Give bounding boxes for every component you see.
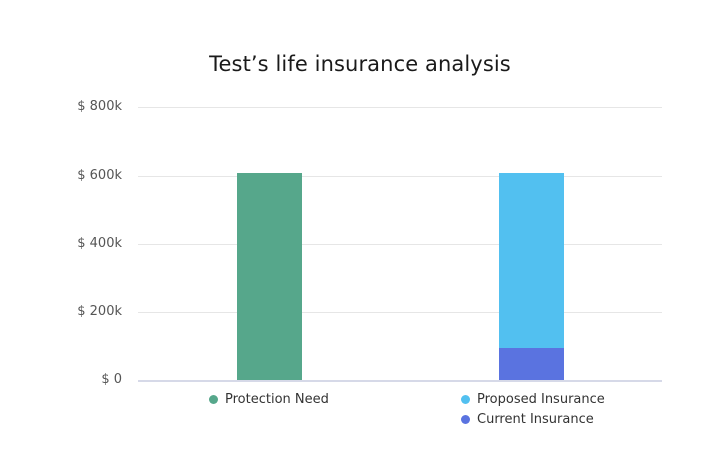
gridline-800k bbox=[138, 107, 662, 108]
gridline-200k bbox=[138, 312, 662, 313]
bar-protection-need[interactable] bbox=[237, 173, 302, 380]
y-tick-800k: $ 800k bbox=[77, 99, 122, 114]
y-tick-200k: $ 200k bbox=[77, 304, 122, 319]
legend-label: Current Insurance bbox=[477, 412, 594, 427]
legend-item-current-insurance[interactable]: Current Insurance bbox=[461, 412, 594, 427]
legend-dot-icon bbox=[209, 395, 218, 404]
legend-dot-icon bbox=[461, 415, 470, 424]
chart-title: Test’s life insurance analysis bbox=[209, 52, 511, 76]
legend-item-protection-need[interactable]: Protection Need bbox=[209, 392, 329, 407]
legend-dot-icon bbox=[461, 395, 470, 404]
gridline-400k bbox=[138, 244, 662, 245]
x-axis-baseline bbox=[138, 380, 662, 382]
legend-label: Proposed Insurance bbox=[477, 392, 605, 407]
bar-proposed-insurance[interactable] bbox=[499, 173, 564, 348]
gridline-600k bbox=[138, 176, 662, 177]
legend-item-proposed-insurance[interactable]: Proposed Insurance bbox=[461, 392, 605, 407]
y-tick-400k: $ 400k bbox=[77, 236, 122, 251]
y-tick-0: $ 0 bbox=[101, 372, 122, 387]
legend-label: Protection Need bbox=[225, 392, 329, 407]
bar-current-insurance[interactable] bbox=[499, 348, 564, 380]
y-tick-600k: $ 600k bbox=[77, 168, 122, 183]
